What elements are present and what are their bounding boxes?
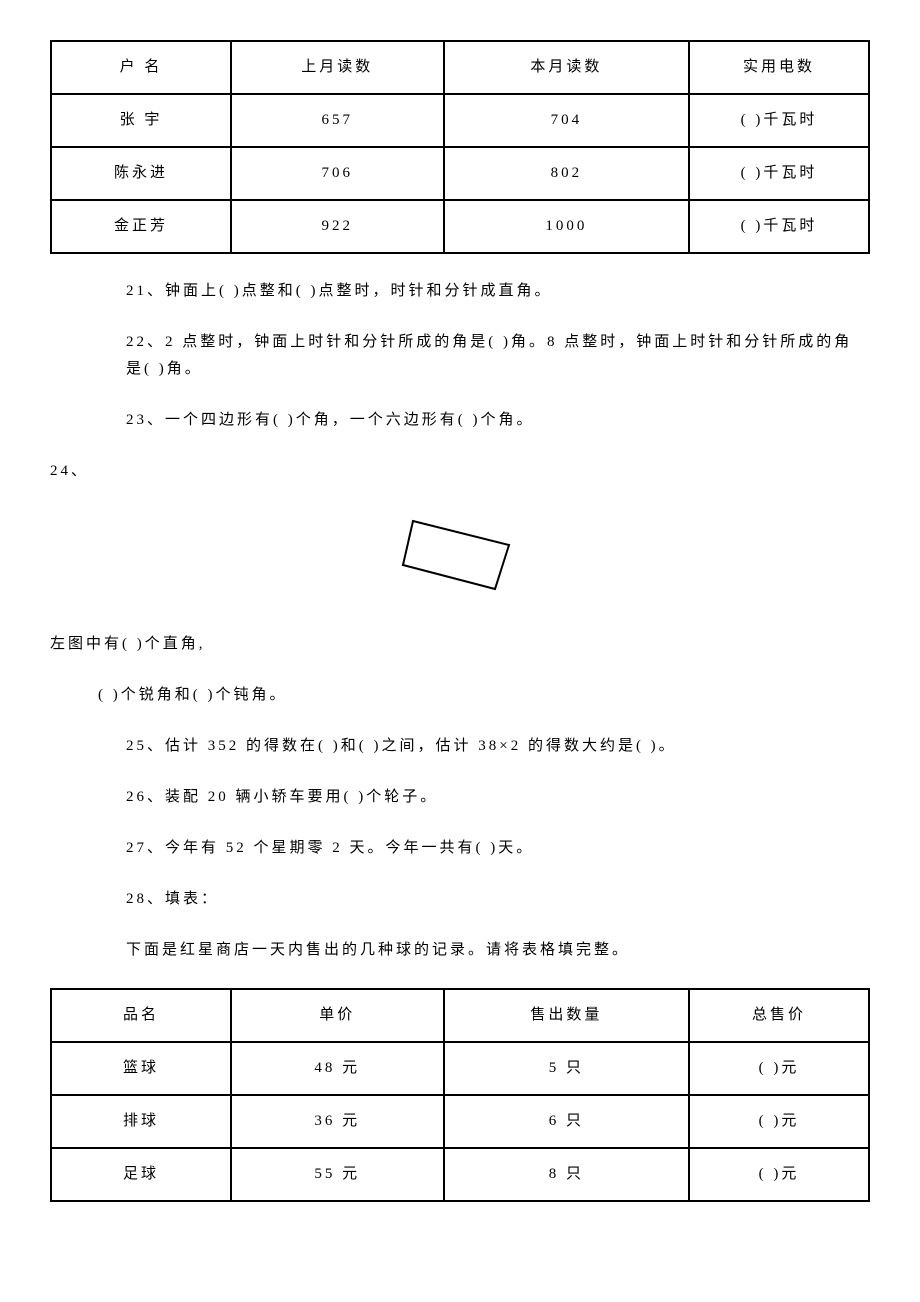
col-header-price: 单价 — [231, 989, 444, 1042]
sales-table: 品名 单价 售出数量 总售价 篮球 48 元 5 只 ( )元 排球 36 元 … — [50, 988, 870, 1202]
question-28: 28、填表： — [126, 886, 870, 913]
electricity-table: 户 名 上月读数 本月读数 实用电数 张 宇 657 704 ( )千瓦时 陈永… — [50, 40, 870, 254]
question-24-caption: 左图中有( )个直角, — [50, 631, 870, 658]
table-cell: 922 — [231, 200, 444, 253]
col-header-item: 品名 — [51, 989, 231, 1042]
table-row: 足球 55 元 8 只 ( )元 — [51, 1148, 869, 1201]
col-header-qty: 售出数量 — [444, 989, 689, 1042]
table-header-row: 品名 单价 售出数量 总售价 — [51, 989, 869, 1042]
table-row: 陈永进 706 802 ( )千瓦时 — [51, 147, 869, 200]
table-cell: 48 元 — [231, 1042, 444, 1095]
table-cell: ( )千瓦时 — [689, 200, 869, 253]
quadrilateral-figure — [50, 509, 870, 607]
table-cell: ( )元 — [689, 1042, 869, 1095]
question-23: 23、一个四边形有( )个角，一个六边形有( )个角。 — [126, 407, 870, 434]
table-cell: 足球 — [51, 1148, 231, 1201]
table-cell: 55 元 — [231, 1148, 444, 1201]
table-cell: 657 — [231, 94, 444, 147]
table-cell: ( )千瓦时 — [689, 94, 869, 147]
table-cell: 36 元 — [231, 1095, 444, 1148]
table-cell: 6 只 — [444, 1095, 689, 1148]
table-cell: ( )千瓦时 — [689, 147, 869, 200]
question-25: 25、估计 352 的得数在( )和( )之间，估计 38×2 的得数大约是( … — [126, 733, 870, 760]
question-24-label: 24、 — [50, 458, 870, 485]
table-cell: 704 — [444, 94, 689, 147]
table-cell: 706 — [231, 147, 444, 200]
question-26: 26、装配 20 辆小轿车要用( )个轮子。 — [126, 784, 870, 811]
question-21: 21、钟面上( )点整和( )点整时，时针和分针成直角。 — [126, 278, 870, 305]
table-cell: 金正芳 — [51, 200, 231, 253]
col-header-name: 户 名 — [51, 41, 231, 94]
table-cell: 排球 — [51, 1095, 231, 1148]
table-cell: 陈永进 — [51, 147, 231, 200]
col-header-total: 总售价 — [689, 989, 869, 1042]
question-28-desc: 下面是红星商店一天内售出的几种球的记录。请将表格填完整。 — [126, 937, 870, 964]
col-header-this: 本月读数 — [444, 41, 689, 94]
table-header-row: 户 名 上月读数 本月读数 实用电数 — [51, 41, 869, 94]
table-cell: ( )元 — [689, 1148, 869, 1201]
table-cell: 802 — [444, 147, 689, 200]
question-24-sub: ( )个锐角和( )个钝角。 — [98, 682, 870, 709]
quadrilateral-icon — [395, 509, 525, 597]
table-row: 张 宇 657 704 ( )千瓦时 — [51, 94, 869, 147]
table-cell: 张 宇 — [51, 94, 231, 147]
col-header-last: 上月读数 — [231, 41, 444, 94]
table-row: 排球 36 元 6 只 ( )元 — [51, 1095, 869, 1148]
col-header-usage: 实用电数 — [689, 41, 869, 94]
table-cell: 8 只 — [444, 1148, 689, 1201]
table-row: 篮球 48 元 5 只 ( )元 — [51, 1042, 869, 1095]
table-row: 金正芳 922 1000 ( )千瓦时 — [51, 200, 869, 253]
question-22: 22、2 点整时，钟面上时针和分针所成的角是( )角。8 点整时，钟面上时针和分… — [126, 329, 870, 383]
table-cell: ( )元 — [689, 1095, 869, 1148]
table-cell: 1000 — [444, 200, 689, 253]
question-27: 27、今年有 52 个星期零 2 天。今年一共有( )天。 — [126, 835, 870, 862]
table-cell: 篮球 — [51, 1042, 231, 1095]
table-cell: 5 只 — [444, 1042, 689, 1095]
